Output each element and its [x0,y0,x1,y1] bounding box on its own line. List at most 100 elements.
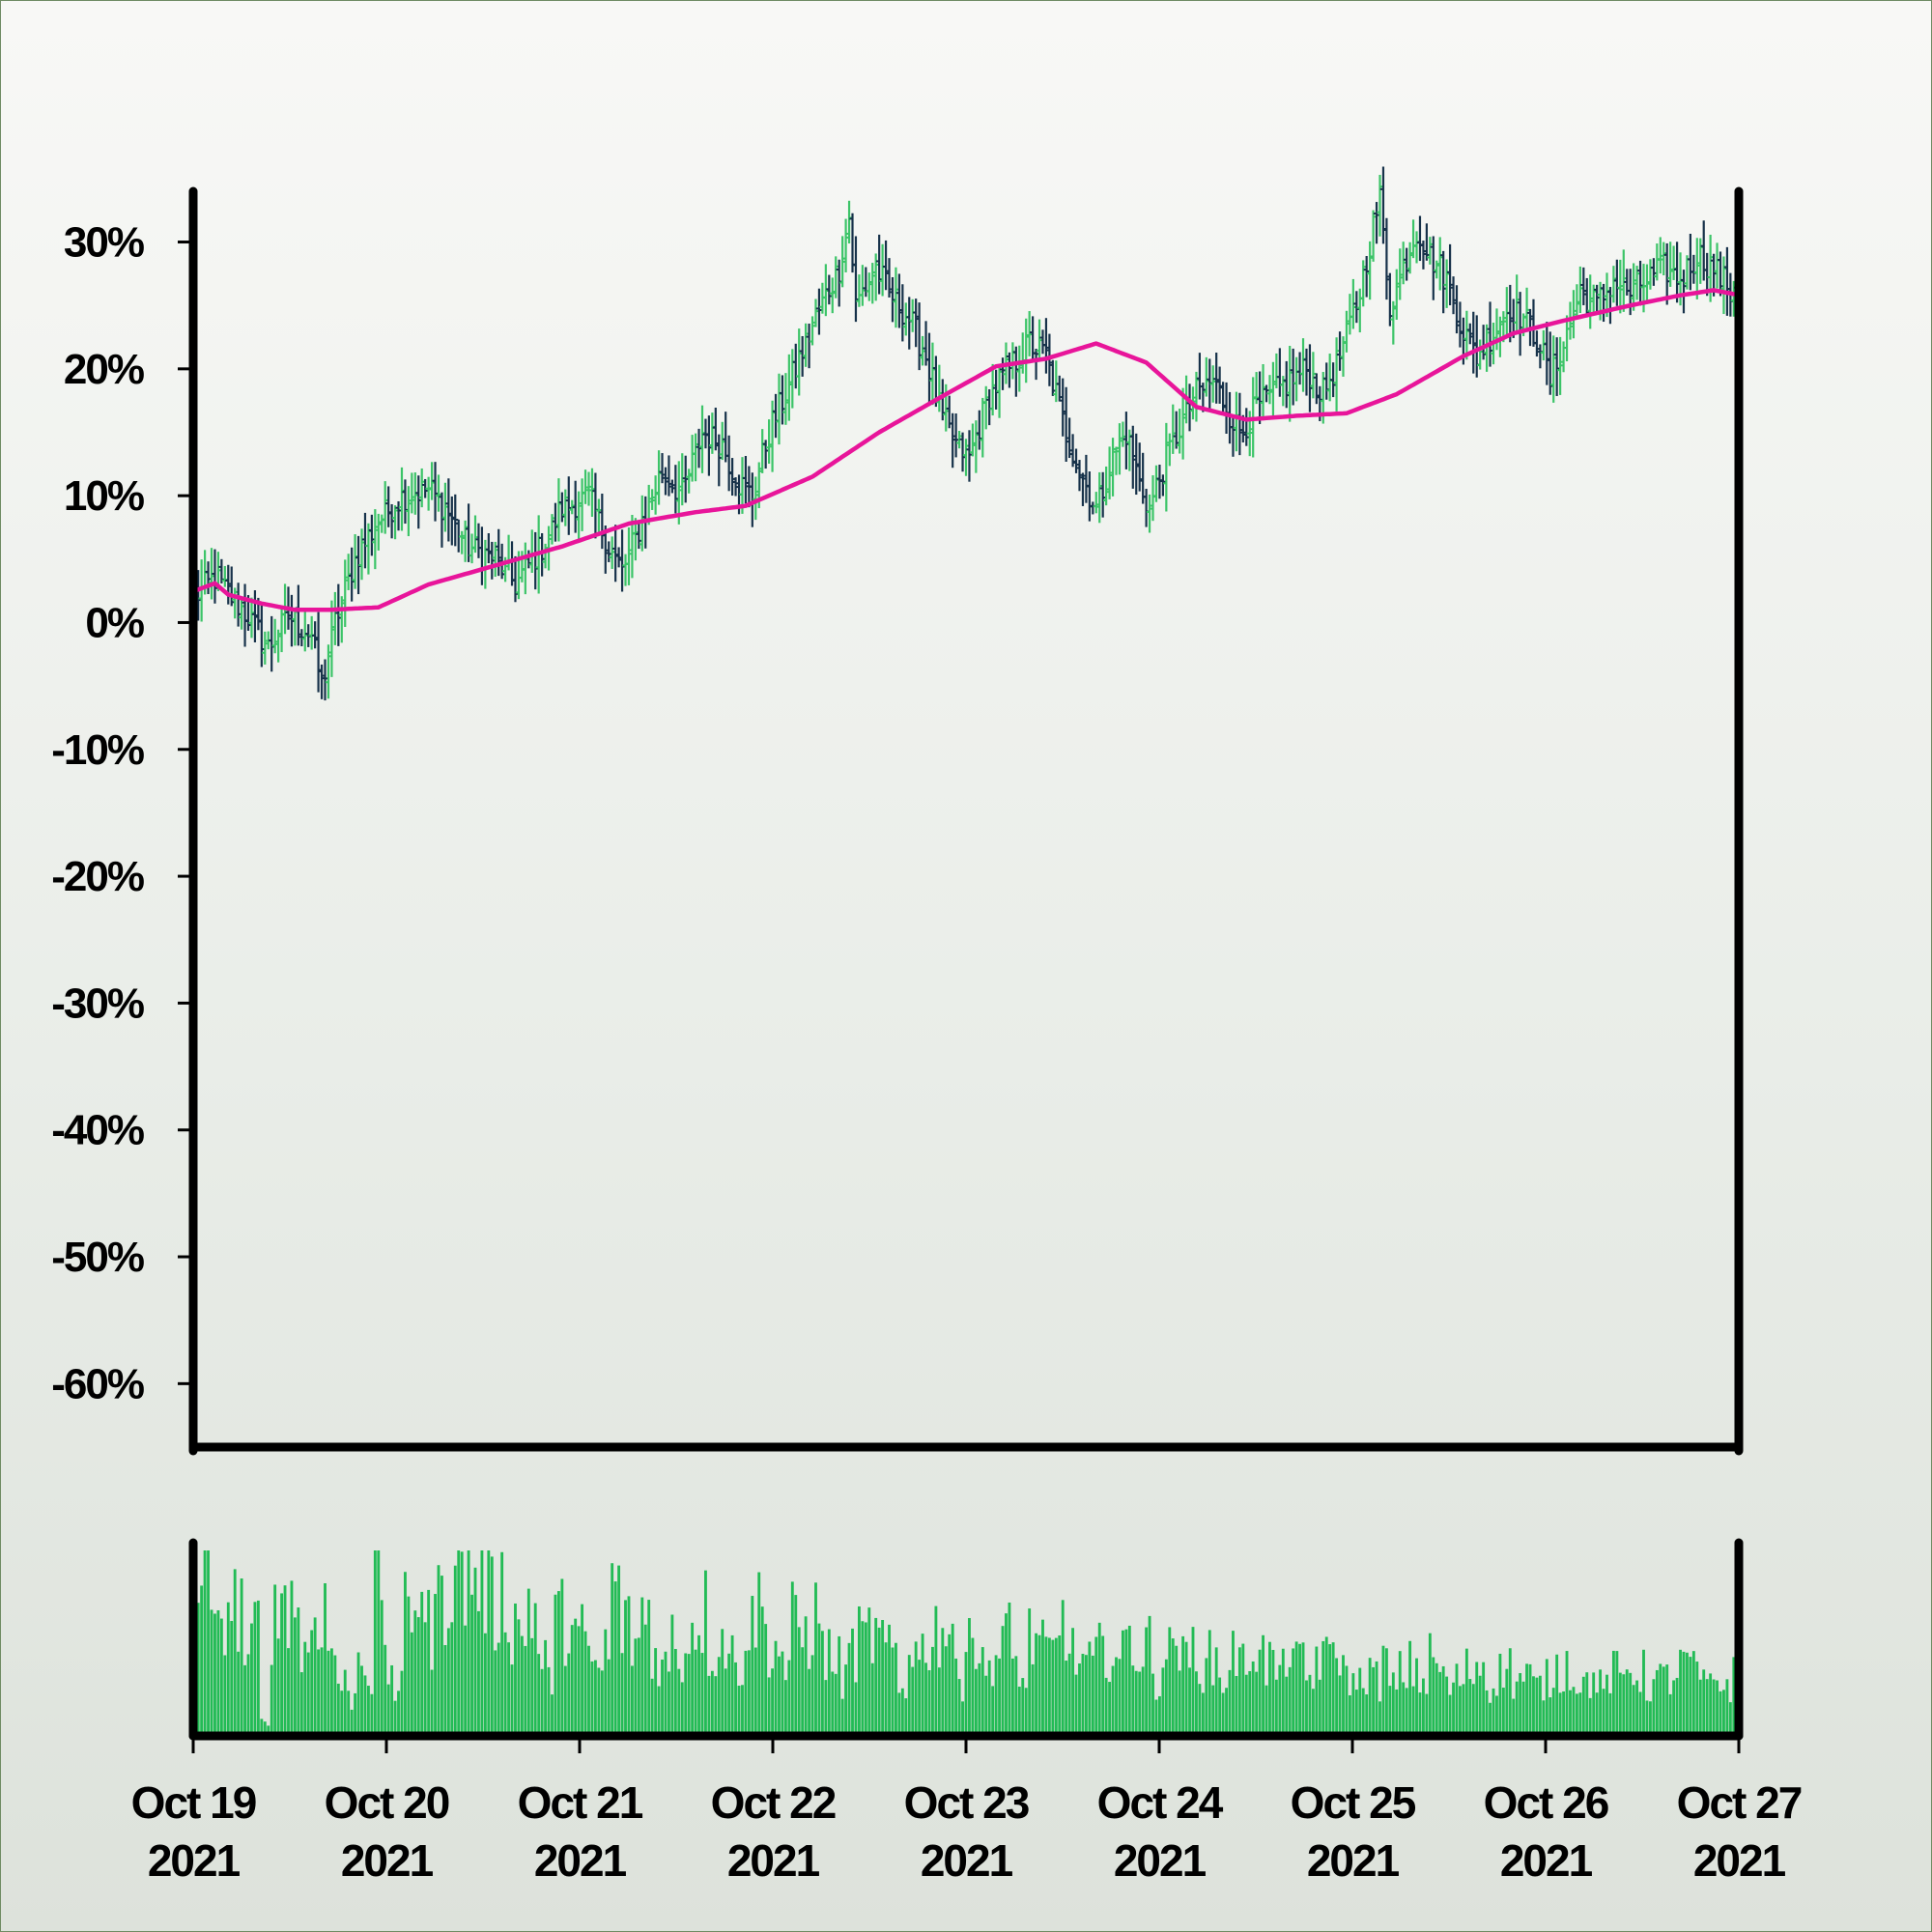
ohlc-bar [1680,270,1688,314]
volume-bar [937,1667,941,1732]
ohlc-bar [1209,365,1216,403]
ohlc-bar [1714,242,1720,289]
volume-bar [443,1645,447,1732]
ohlc-bar [842,218,849,272]
volume-bar [895,1642,897,1732]
volume-bar [1611,1650,1615,1732]
ohlc-bar [1553,337,1560,396]
ohlc-bar [698,405,706,473]
volume-bar [299,1672,303,1732]
volume-bar [650,1678,654,1732]
volume-bar [490,1556,494,1732]
volume-bar [310,1630,314,1732]
volume-bar [267,1725,270,1732]
ohlc-bar [606,541,612,562]
volume-bar [1608,1692,1612,1732]
volume-bar [870,1662,874,1732]
ohlc-bar [418,468,425,508]
ohlc-bar [728,458,736,497]
volume-bar [1168,1627,1172,1732]
volume-bar [804,1616,808,1732]
ohlc-bar [1230,414,1236,457]
y-tick-label: -10% [51,726,144,774]
volume-bar [1411,1686,1415,1732]
volume-bar [1662,1666,1665,1732]
ohlc-bar [475,523,482,558]
ohlc-bar [925,332,933,407]
ohlc-bar [448,496,455,546]
volume-bar [914,1641,918,1732]
ohlc-bar [1163,422,1170,512]
volume-bar [1441,1665,1445,1732]
ohlc-bar [1072,448,1080,473]
volume-bar [1041,1619,1044,1732]
volume-bar [1508,1648,1512,1732]
volume-bar [657,1686,661,1732]
x-tick-label-year: 2021 [921,1835,1013,1886]
volume-bar [1702,1669,1706,1732]
volume-bar [1425,1693,1429,1732]
volume-bar [477,1610,480,1732]
volume-bar [1058,1635,1062,1732]
volume-bar [1468,1679,1472,1732]
volume-bar [1478,1675,1482,1732]
volume-bar [223,1655,227,1732]
volume-bar [1668,1693,1672,1732]
volume-bar [1278,1664,1282,1732]
volume-bar [721,1629,724,1732]
ohlc-bar [331,591,338,645]
volume-bar [968,1618,971,1732]
ohlc-bar [1033,348,1039,381]
volume-bar [1368,1658,1372,1732]
ohlc-bar [1693,238,1700,299]
volume-bar [1268,1641,1271,1732]
volume-bar [1542,1700,1546,1732]
volume-bar [694,1649,697,1732]
ohlc-bar [809,316,816,346]
ohlc-bar [916,302,923,371]
volume-bar [810,1655,814,1732]
y-tick-label: 30% [64,219,144,267]
x-tick-label-year: 2021 [727,1835,820,1886]
volume-bar [487,1550,491,1732]
volume-bar [587,1645,590,1732]
volume-bar [1021,1678,1025,1732]
volume-bar [978,1662,981,1732]
volume-bar [1178,1670,1181,1732]
volume-bar [537,1654,541,1732]
ohlc-bar [973,420,980,473]
volume-bar [1452,1682,1455,1732]
volume-bar [1498,1653,1502,1732]
volume-bar [700,1653,704,1732]
volume-bar [1408,1640,1412,1732]
volume-bar [1158,1695,1161,1732]
ohlc-bar [532,531,539,590]
volume-bar [727,1653,731,1732]
volume-bar [1638,1691,1642,1732]
volume-bar [1005,1613,1008,1732]
volume-bar [1438,1671,1442,1732]
ohlc-bar [1383,217,1390,300]
y-tick-label: -20% [51,853,144,900]
volume-bar [604,1629,608,1732]
x-tick-label-date: Oct 26 [1484,1777,1608,1828]
volume-bar [1395,1689,1399,1732]
volume-bar [1375,1661,1378,1732]
volume-bar [460,1551,464,1732]
volume-bar [1184,1641,1188,1732]
ohlc-bar [1690,254,1697,284]
volume-bar [1335,1658,1339,1732]
volume-bar [1471,1684,1475,1732]
volume-bar [196,1603,200,1732]
volume-bar [1505,1668,1509,1732]
ohlc-bar [725,435,732,492]
ohlc-bar [1413,231,1420,264]
ohlc-bar [1233,391,1240,452]
volume-bar [971,1637,975,1732]
volume-bar [661,1659,664,1732]
volume-bar [707,1675,711,1732]
ohlc-bar [1347,294,1353,335]
volume-bar [741,1685,744,1732]
ohlc-bar [1636,260,1644,306]
ohlc-bar [1223,382,1230,435]
